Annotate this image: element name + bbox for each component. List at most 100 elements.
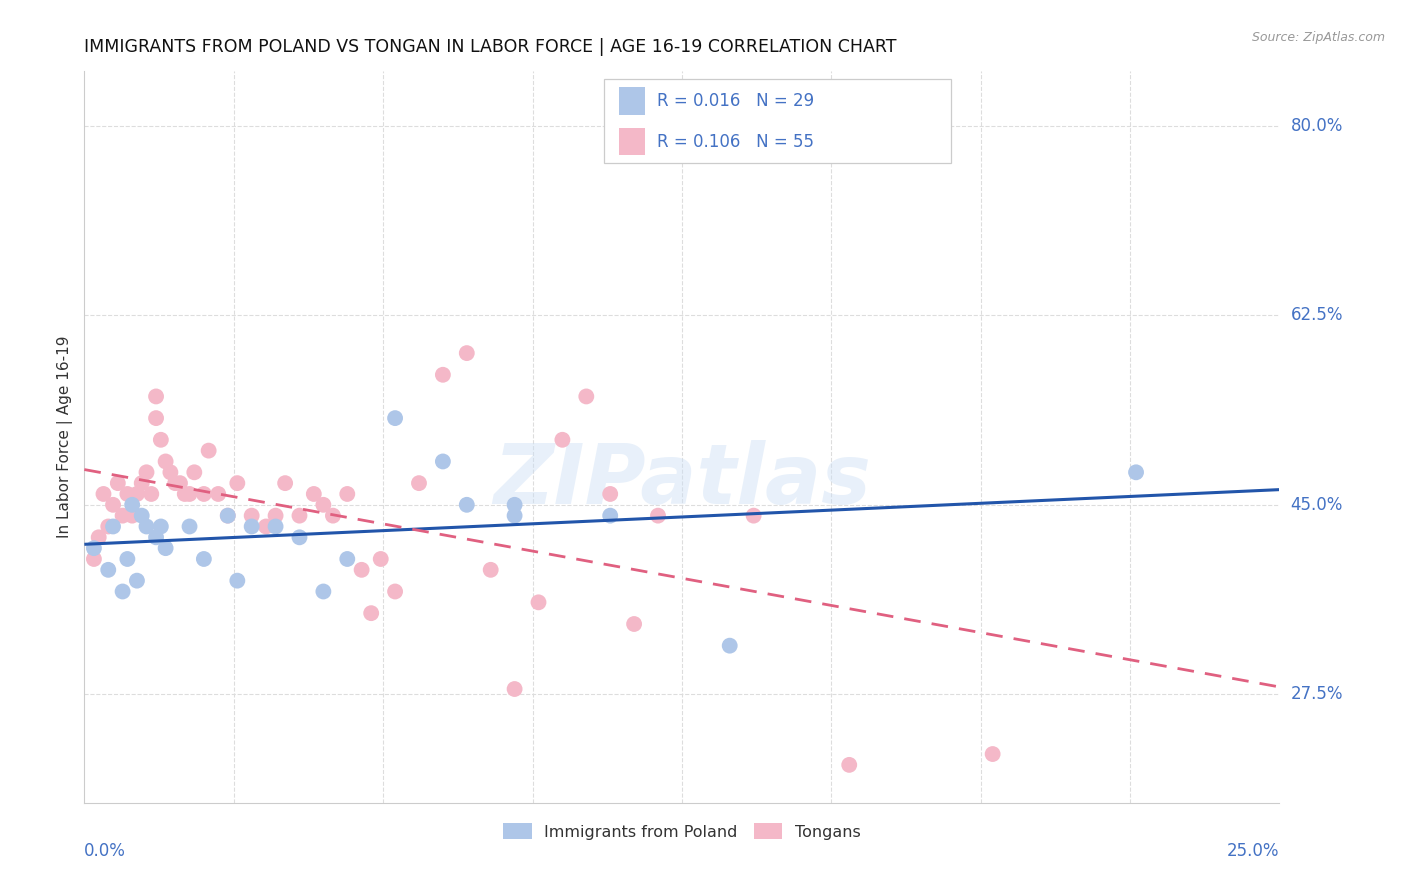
Point	[101, 498, 124, 512]
Point	[165, 476, 187, 491]
Point	[125, 487, 148, 501]
Point	[217, 508, 239, 523]
Text: IMMIGRANTS FROM POLAND VS TONGAN IN LABOR FORCE | AGE 16-19 CORRELATION CHART: IMMIGRANTS FROM POLAND VS TONGAN IN LABO…	[84, 38, 897, 56]
Text: 62.5%: 62.5%	[1291, 306, 1343, 324]
Bar	[619, 87, 645, 115]
Point	[264, 519, 287, 533]
Point	[149, 519, 172, 533]
Point	[254, 519, 277, 533]
Point	[107, 476, 129, 491]
Point	[149, 433, 172, 447]
Text: 0.0%: 0.0%	[84, 842, 127, 860]
Point	[456, 498, 478, 512]
Point	[838, 757, 860, 772]
Point	[207, 487, 229, 501]
Point	[527, 595, 550, 609]
Y-axis label: In Labor Force | Age 16-19: In Labor Force | Age 16-19	[58, 335, 73, 539]
Point	[226, 476, 249, 491]
Point	[121, 508, 143, 523]
Point	[264, 508, 287, 523]
Point	[111, 584, 134, 599]
Text: R = 0.016   N = 29: R = 0.016 N = 29	[657, 93, 814, 111]
Point	[336, 487, 359, 501]
Point	[981, 747, 1004, 761]
Point	[1125, 465, 1147, 479]
Point	[551, 433, 574, 447]
Text: 45.0%: 45.0%	[1291, 496, 1343, 514]
Point	[135, 465, 157, 479]
Point	[336, 552, 359, 566]
Point	[145, 389, 167, 403]
Point	[718, 639, 741, 653]
Point	[240, 519, 263, 533]
Point	[503, 508, 526, 523]
Point	[599, 487, 621, 501]
Point	[370, 552, 392, 566]
Point	[623, 617, 645, 632]
Point	[97, 519, 120, 533]
Point	[350, 563, 373, 577]
Point	[131, 508, 153, 523]
Point	[312, 584, 335, 599]
Point	[503, 681, 526, 696]
Point	[322, 508, 344, 523]
Point	[183, 465, 205, 479]
Text: 80.0%: 80.0%	[1291, 117, 1343, 135]
Point	[240, 508, 263, 523]
Point	[169, 476, 191, 491]
Point	[742, 508, 765, 523]
Point	[159, 465, 181, 479]
Point	[193, 552, 215, 566]
Point	[155, 541, 177, 556]
Text: 25.0%: 25.0%	[1227, 842, 1279, 860]
Point	[479, 563, 502, 577]
Point	[145, 411, 167, 425]
Point	[93, 487, 115, 501]
Point	[288, 508, 311, 523]
Point	[503, 498, 526, 512]
Point	[408, 476, 430, 491]
Point	[226, 574, 249, 588]
Point	[111, 508, 134, 523]
Point	[117, 552, 139, 566]
Point	[312, 498, 335, 512]
Point	[141, 487, 163, 501]
Point	[121, 498, 143, 512]
Text: ZIPatlas: ZIPatlas	[494, 441, 870, 522]
Point	[155, 454, 177, 468]
Point	[432, 368, 454, 382]
Point	[288, 530, 311, 544]
Point	[456, 346, 478, 360]
Point	[87, 530, 110, 544]
Point	[131, 476, 153, 491]
Point	[101, 519, 124, 533]
Point	[274, 476, 297, 491]
Point	[145, 530, 167, 544]
Point	[179, 519, 201, 533]
Point	[217, 508, 239, 523]
FancyBboxPatch shape	[605, 78, 950, 163]
Legend: Immigrants from Poland, Tongans: Immigrants from Poland, Tongans	[496, 817, 868, 846]
Bar	[619, 128, 645, 155]
Point	[125, 574, 148, 588]
Text: R = 0.106   N = 55: R = 0.106 N = 55	[657, 133, 814, 151]
Point	[117, 487, 139, 501]
Point	[197, 443, 219, 458]
Point	[384, 584, 406, 599]
Point	[647, 508, 669, 523]
Point	[135, 519, 157, 533]
Text: 27.5%: 27.5%	[1291, 685, 1343, 704]
Point	[193, 487, 215, 501]
Point	[83, 541, 105, 556]
Point	[432, 454, 454, 468]
Point	[179, 487, 201, 501]
Point	[360, 606, 382, 620]
Text: Source: ZipAtlas.com: Source: ZipAtlas.com	[1251, 31, 1385, 45]
Point	[575, 389, 598, 403]
Point	[599, 508, 621, 523]
Point	[83, 552, 105, 566]
Point	[97, 563, 120, 577]
Point	[302, 487, 325, 501]
Point	[384, 411, 406, 425]
Point	[173, 487, 195, 501]
